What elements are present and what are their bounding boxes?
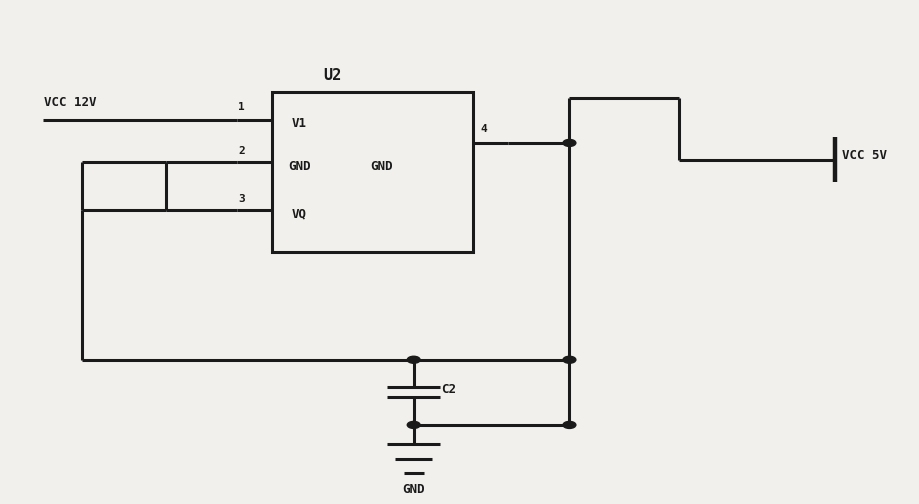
Text: GND: GND xyxy=(370,160,393,173)
Text: C2: C2 xyxy=(441,384,456,396)
Text: 4: 4 xyxy=(481,124,487,134)
Circle shape xyxy=(407,356,420,363)
Circle shape xyxy=(563,356,576,363)
Text: VCC 12V: VCC 12V xyxy=(44,96,96,109)
Text: GND: GND xyxy=(289,160,311,173)
Circle shape xyxy=(563,140,576,147)
Text: 3: 3 xyxy=(238,194,244,204)
Text: GND: GND xyxy=(403,482,425,495)
Bar xyxy=(272,92,473,252)
Text: 1: 1 xyxy=(238,102,244,112)
Text: VQ: VQ xyxy=(292,207,307,220)
Text: V1: V1 xyxy=(292,117,307,130)
Text: VCC 5V: VCC 5V xyxy=(843,149,888,162)
Text: 2: 2 xyxy=(238,146,244,156)
Circle shape xyxy=(563,421,576,428)
Text: U2: U2 xyxy=(323,68,341,83)
Circle shape xyxy=(407,421,420,428)
